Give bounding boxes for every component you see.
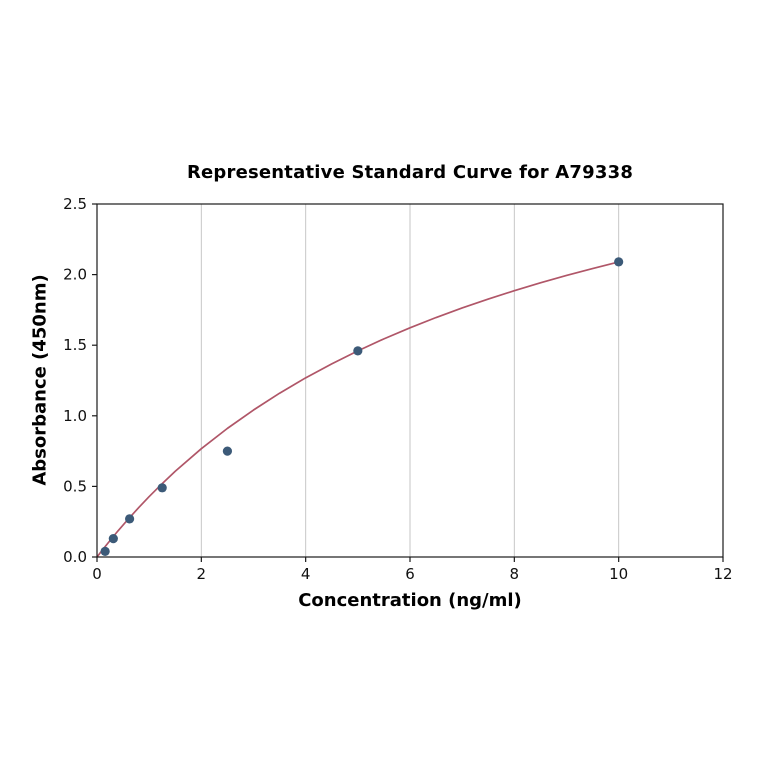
x-tick-label: 10 bbox=[609, 565, 628, 583]
y-tick-label: 2.5 bbox=[63, 195, 87, 213]
fit-curve bbox=[96, 261, 620, 558]
data-point bbox=[108, 534, 118, 544]
y-tick-label: 0.0 bbox=[63, 548, 87, 566]
data-point bbox=[100, 546, 110, 556]
x-tick-label: 12 bbox=[713, 565, 732, 583]
chart-title: Representative Standard Curve for A79338 bbox=[186, 162, 634, 183]
data-point bbox=[157, 483, 167, 493]
x-tick-label: 6 bbox=[405, 565, 415, 583]
data-point bbox=[222, 446, 233, 456]
x-tick-label: 8 bbox=[510, 565, 520, 583]
x-axis-label: Concentration (ng/ml) bbox=[298, 590, 522, 611]
y-tick-label: 1.0 bbox=[63, 407, 87, 425]
y-tick-label: 2.0 bbox=[63, 266, 87, 284]
x-tick-label: 2 bbox=[197, 565, 207, 583]
x-tick-label: 4 bbox=[301, 565, 311, 583]
data-point bbox=[614, 257, 624, 267]
x-tick-label: 0 bbox=[92, 565, 102, 583]
data-point bbox=[353, 346, 363, 356]
y-tick-label: 1.5 bbox=[63, 336, 87, 354]
y-tick-label: 0.5 bbox=[63, 477, 87, 495]
data-point bbox=[125, 514, 135, 524]
